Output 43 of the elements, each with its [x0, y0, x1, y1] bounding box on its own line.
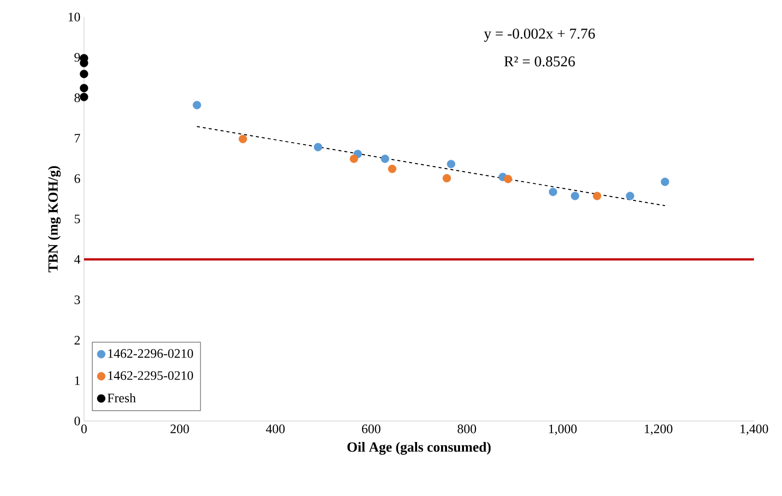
- y-tick-label: 8: [74, 93, 80, 102]
- x-tick-label: 400: [266, 424, 285, 434]
- x-axis-title: Oil Age (gals consumed): [347, 442, 491, 455]
- point: [592, 192, 602, 200]
- point: [80, 84, 88, 92]
- point: [446, 160, 456, 168]
- x-tick-label: 1,400: [740, 424, 768, 436]
- y-tick-label: 1: [75, 376, 80, 385]
- y-tick-label: 4: [74, 255, 80, 264]
- annotation: R² = 0.8526: [504, 56, 575, 67]
- point: [380, 154, 390, 163]
- x-tick-label: 1,200: [644, 424, 672, 436]
- y-tick-label: 2: [74, 336, 80, 344]
- y-tick-label: 0: [74, 416, 80, 426]
- x-tick-label: 800: [458, 424, 476, 434]
- point: [192, 100, 202, 110]
- x-tick-label: 200: [170, 424, 189, 434]
- x-tick-label: 0: [81, 424, 87, 434]
- point: [238, 134, 248, 144]
- point: [504, 174, 512, 184]
- point: [548, 188, 558, 196]
- legend-label: 1462-2296-0210: [108, 349, 194, 358]
- y-tick-label: 10: [68, 12, 80, 22]
- legend-label: Fresh: [108, 393, 136, 402]
- point: [80, 92, 88, 102]
- y-axis-title: TBN (mg KOH/g): [48, 166, 61, 272]
- legend-label: 1462-2295-0210: [108, 371, 194, 380]
- point: [80, 70, 88, 78]
- x-tick-label: 1,000: [549, 424, 577, 436]
- point: [626, 192, 634, 200]
- y-tick-label: 6: [74, 174, 80, 183]
- y-tick-label: 3: [74, 295, 80, 304]
- point: [570, 192, 580, 200]
- y-tick-label: 5: [74, 214, 80, 224]
- point: [350, 154, 358, 163]
- point: [314, 142, 322, 152]
- point: [388, 164, 396, 174]
- point: [442, 174, 451, 182]
- annotation: y = -0.002x + 7.76: [484, 28, 595, 42]
- y-tick-label: 9: [74, 53, 80, 62]
- y-tick-label: 7: [74, 134, 80, 142]
- point: [660, 178, 670, 186]
- x-tick-label: 600: [362, 424, 380, 434]
